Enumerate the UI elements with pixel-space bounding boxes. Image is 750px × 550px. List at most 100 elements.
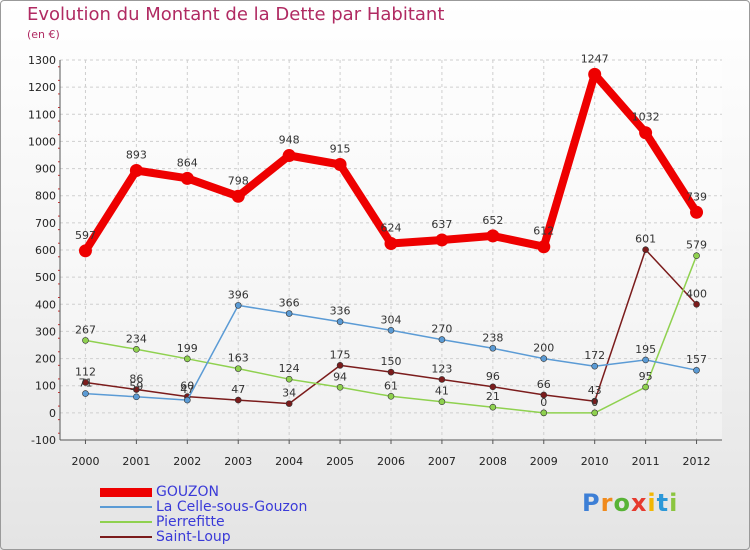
data-label: 195 bbox=[635, 343, 656, 356]
data-label: 304 bbox=[381, 313, 402, 326]
x-tick-label: 2002 bbox=[173, 455, 201, 468]
logo-letter: o bbox=[613, 489, 631, 517]
logo-letter: t bbox=[656, 489, 670, 517]
data-point bbox=[489, 403, 497, 411]
legend-label: Saint-Loup bbox=[156, 529, 231, 545]
y-tick-label: 700 bbox=[35, 217, 56, 230]
data-label: 86 bbox=[129, 373, 143, 386]
data-label: 739 bbox=[686, 190, 707, 203]
data-label: 864 bbox=[177, 156, 198, 169]
data-label: 61 bbox=[384, 379, 398, 392]
data-label: 41 bbox=[435, 385, 449, 398]
data-label: 400 bbox=[686, 287, 707, 300]
data-point bbox=[489, 344, 497, 352]
data-label: 43 bbox=[588, 384, 602, 397]
data-label: 47 bbox=[180, 383, 194, 396]
data-point bbox=[285, 375, 293, 383]
data-label: 150 bbox=[381, 355, 402, 368]
data-label: 199 bbox=[177, 342, 198, 355]
x-tick-label: 2006 bbox=[377, 455, 405, 468]
data-label: 59 bbox=[129, 380, 143, 393]
x-tick-label: 2010 bbox=[581, 455, 609, 468]
data-label: 112 bbox=[75, 365, 96, 378]
x-tick-label: 2004 bbox=[275, 455, 303, 468]
data-label: 1247 bbox=[581, 52, 609, 65]
data-label: 0 bbox=[591, 396, 598, 409]
y-tick-label: 400 bbox=[35, 298, 56, 311]
data-label: 267 bbox=[75, 323, 96, 336]
data-label: 172 bbox=[584, 349, 605, 362]
data-point bbox=[133, 393, 140, 401]
data-point bbox=[486, 229, 500, 243]
data-point bbox=[285, 310, 293, 317]
data-label: 157 bbox=[686, 353, 707, 366]
data-label: 96 bbox=[486, 370, 500, 383]
data-point bbox=[588, 67, 602, 81]
data-point bbox=[540, 355, 548, 362]
legend-swatch bbox=[100, 487, 152, 497]
data-label: 200 bbox=[533, 342, 554, 355]
data-label: 1032 bbox=[632, 111, 660, 124]
data-point bbox=[489, 383, 497, 391]
x-tick-label: 2011 bbox=[632, 455, 660, 468]
x-tick-label: 2005 bbox=[326, 455, 354, 468]
data-point bbox=[387, 327, 395, 334]
data-point bbox=[642, 383, 649, 391]
data-point bbox=[435, 233, 449, 247]
x-tick-label: 2001 bbox=[122, 455, 150, 468]
y-tick-label: 800 bbox=[35, 190, 56, 203]
data-point bbox=[336, 362, 344, 369]
data-label: 47 bbox=[231, 383, 245, 396]
data-label: 175 bbox=[330, 348, 351, 361]
data-point bbox=[231, 189, 245, 203]
data-point bbox=[693, 252, 700, 259]
x-tick-label: 2012 bbox=[683, 455, 711, 468]
y-tick-label: 1100 bbox=[28, 108, 56, 121]
data-point bbox=[133, 386, 140, 393]
data-point bbox=[591, 409, 598, 417]
data-label: 66 bbox=[537, 378, 551, 391]
y-tick-label: 600 bbox=[35, 244, 56, 257]
y-tick-label: -100 bbox=[31, 434, 56, 447]
data-label: 948 bbox=[279, 134, 300, 147]
data-label: 624 bbox=[381, 221, 402, 234]
y-tick-label: 900 bbox=[35, 163, 56, 176]
y-tick-label: 500 bbox=[35, 271, 56, 284]
data-point bbox=[384, 236, 398, 250]
data-point bbox=[336, 318, 344, 325]
data-point bbox=[184, 396, 191, 404]
y-tick-label: 300 bbox=[35, 325, 56, 338]
chart-title: Evolution du Montant de la Dette par Hab… bbox=[27, 4, 445, 25]
data-point bbox=[642, 246, 649, 254]
data-point bbox=[180, 171, 194, 185]
data-point bbox=[438, 336, 446, 343]
proxiti-logo: Proxiti bbox=[582, 489, 678, 517]
logo-letter: x bbox=[630, 489, 648, 517]
x-tick-label: 2007 bbox=[428, 455, 456, 468]
data-label: 652 bbox=[482, 214, 503, 227]
x-tick-label: 2008 bbox=[479, 455, 507, 468]
data-point bbox=[282, 149, 296, 163]
data-label: 637 bbox=[431, 218, 452, 231]
y-tick-label: 1300 bbox=[28, 54, 56, 67]
y-tick-label: 100 bbox=[35, 380, 56, 393]
legend-swatch bbox=[100, 521, 152, 523]
data-point bbox=[336, 384, 344, 391]
data-point bbox=[690, 205, 704, 219]
data-point bbox=[591, 397, 598, 405]
data-point bbox=[333, 158, 347, 171]
data-label: 124 bbox=[279, 362, 300, 375]
data-label: 238 bbox=[482, 331, 503, 344]
legend-swatch bbox=[100, 506, 152, 508]
data-point bbox=[133, 346, 140, 353]
data-label: 34 bbox=[282, 387, 296, 400]
data-point bbox=[438, 376, 446, 383]
data-point bbox=[537, 240, 551, 254]
data-label: 601 bbox=[635, 233, 656, 246]
y-tick-label: 0 bbox=[49, 407, 56, 420]
data-label: 71 bbox=[78, 377, 92, 390]
chart-subtitle: (en €) bbox=[27, 28, 60, 41]
logo-letter: i bbox=[647, 489, 657, 517]
data-label: 336 bbox=[330, 305, 351, 318]
